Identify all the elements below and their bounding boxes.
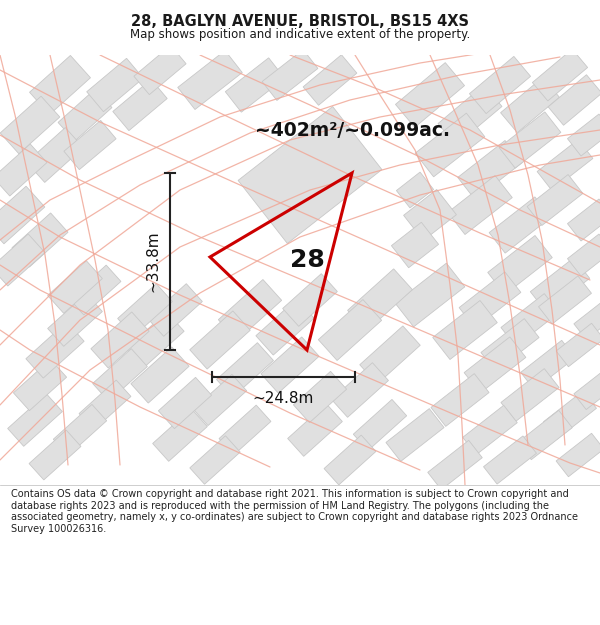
Polygon shape	[0, 234, 45, 286]
Polygon shape	[261, 337, 319, 393]
Polygon shape	[464, 337, 526, 393]
Polygon shape	[8, 394, 62, 446]
Polygon shape	[26, 322, 84, 378]
Polygon shape	[548, 75, 600, 125]
Polygon shape	[152, 409, 208, 461]
Polygon shape	[256, 299, 314, 355]
Polygon shape	[118, 284, 172, 336]
Polygon shape	[113, 79, 167, 131]
Polygon shape	[29, 56, 91, 114]
Polygon shape	[69, 265, 121, 315]
Polygon shape	[556, 433, 600, 477]
Polygon shape	[134, 46, 186, 94]
Text: 28: 28	[290, 248, 325, 272]
Polygon shape	[79, 380, 131, 430]
Polygon shape	[532, 49, 587, 101]
Polygon shape	[438, 85, 502, 145]
Polygon shape	[47, 261, 103, 313]
Polygon shape	[501, 294, 559, 346]
Polygon shape	[190, 311, 250, 369]
Polygon shape	[324, 435, 376, 485]
Polygon shape	[433, 301, 497, 359]
Polygon shape	[178, 51, 242, 109]
Polygon shape	[158, 378, 212, 429]
Polygon shape	[303, 55, 357, 105]
Polygon shape	[415, 113, 485, 177]
Polygon shape	[347, 269, 412, 331]
Polygon shape	[574, 301, 600, 339]
Polygon shape	[568, 199, 600, 241]
Polygon shape	[293, 371, 347, 423]
Polygon shape	[521, 341, 575, 389]
Polygon shape	[0, 186, 45, 244]
Polygon shape	[448, 176, 512, 234]
Polygon shape	[29, 430, 81, 480]
Polygon shape	[283, 274, 337, 326]
Polygon shape	[226, 58, 284, 112]
Polygon shape	[287, 404, 343, 456]
Polygon shape	[148, 284, 202, 336]
Polygon shape	[459, 272, 521, 328]
Polygon shape	[404, 189, 457, 241]
Polygon shape	[360, 326, 420, 384]
Polygon shape	[219, 405, 271, 455]
Polygon shape	[92, 349, 148, 401]
Polygon shape	[53, 404, 107, 456]
Polygon shape	[499, 112, 561, 168]
Polygon shape	[500, 78, 559, 132]
Polygon shape	[484, 436, 536, 484]
Polygon shape	[428, 441, 482, 489]
Polygon shape	[217, 342, 274, 398]
Polygon shape	[501, 369, 559, 421]
Polygon shape	[391, 222, 439, 268]
Polygon shape	[262, 49, 318, 101]
Polygon shape	[47, 294, 103, 346]
Polygon shape	[544, 391, 596, 439]
Polygon shape	[386, 409, 444, 461]
Polygon shape	[469, 56, 530, 114]
Polygon shape	[489, 197, 551, 253]
Polygon shape	[238, 106, 382, 244]
Text: 28, BAGLYN AVENUE, BRISTOL, BS15 4XS: 28, BAGLYN AVENUE, BRISTOL, BS15 4XS	[131, 14, 469, 29]
Polygon shape	[126, 312, 184, 368]
Polygon shape	[58, 89, 112, 141]
Text: ~33.8m: ~33.8m	[145, 231, 160, 292]
Polygon shape	[395, 263, 465, 327]
Polygon shape	[0, 144, 47, 196]
Polygon shape	[0, 96, 60, 154]
Polygon shape	[527, 174, 583, 226]
Polygon shape	[431, 374, 489, 426]
Polygon shape	[13, 359, 67, 411]
Polygon shape	[332, 362, 388, 418]
Text: Map shows position and indicative extent of the property.: Map shows position and indicative extent…	[130, 28, 470, 41]
Polygon shape	[537, 139, 593, 191]
Polygon shape	[87, 58, 143, 112]
Text: ~402m²/~0.099ac.: ~402m²/~0.099ac.	[255, 121, 450, 139]
Polygon shape	[568, 114, 600, 156]
Polygon shape	[353, 399, 407, 451]
Polygon shape	[481, 319, 539, 371]
Polygon shape	[556, 323, 600, 367]
Polygon shape	[395, 62, 464, 127]
Polygon shape	[397, 172, 434, 208]
Polygon shape	[518, 411, 572, 459]
Polygon shape	[26, 127, 83, 182]
Text: Contains OS data © Crown copyright and database right 2021. This information is : Contains OS data © Crown copyright and d…	[11, 489, 578, 534]
Polygon shape	[568, 234, 600, 276]
Polygon shape	[319, 299, 382, 361]
Text: ~24.8m: ~24.8m	[253, 391, 314, 406]
Polygon shape	[91, 312, 149, 368]
Polygon shape	[463, 406, 517, 454]
Polygon shape	[539, 276, 592, 324]
Polygon shape	[12, 213, 68, 267]
Polygon shape	[64, 121, 116, 169]
Polygon shape	[193, 374, 247, 426]
Polygon shape	[574, 371, 600, 409]
Polygon shape	[131, 347, 189, 403]
Polygon shape	[488, 236, 552, 294]
Polygon shape	[530, 258, 590, 312]
Polygon shape	[190, 436, 240, 484]
Polygon shape	[218, 279, 281, 341]
Polygon shape	[458, 141, 522, 199]
